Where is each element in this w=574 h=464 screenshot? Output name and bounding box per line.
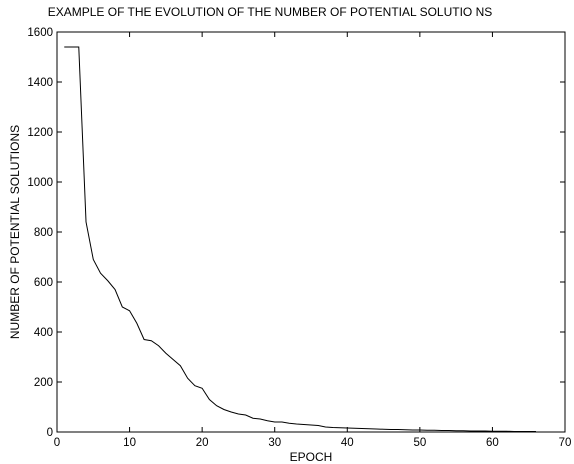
series-line (64, 46, 536, 432)
y-tick-label: 1200 (27, 127, 53, 139)
y-tick-label: 1400 (27, 77, 53, 89)
y-axis-label: NUMBER OF POTENTIAL SOLUTIONS (8, 125, 22, 339)
plot-area-frame (56, 31, 566, 433)
axis-ticks: 0 10 20 30 40 50 60 70 0 200 400 600 800 1000 1200 1400… (27, 27, 571, 449)
x-tick-label: 40 (341, 437, 354, 449)
y-tick-label: 1000 (27, 177, 53, 189)
y-tick-label: 800 (34, 227, 53, 239)
x-tick-label: 20 (196, 437, 209, 449)
x-tick-label: 50 (413, 437, 426, 449)
x-tick-label: 0 (54, 437, 60, 449)
x-tick-label: 30 (268, 437, 281, 449)
y-tick-label: 1600 (27, 27, 53, 39)
y-tick-label: 600 (34, 277, 53, 289)
x-tick-label: 10 (123, 437, 136, 449)
x-axis-label: EPOCH (290, 450, 333, 464)
chart-title: EXAMPLE OF THE EVOLUTION OF THE NUMBER O… (48, 5, 493, 19)
x-tick-label: 70 (559, 437, 572, 449)
y-tick-label: 400 (34, 327, 53, 339)
x-tick-label: 60 (486, 437, 499, 449)
y-tick-label: 200 (34, 377, 53, 389)
y-tick-label: 0 (47, 427, 53, 439)
